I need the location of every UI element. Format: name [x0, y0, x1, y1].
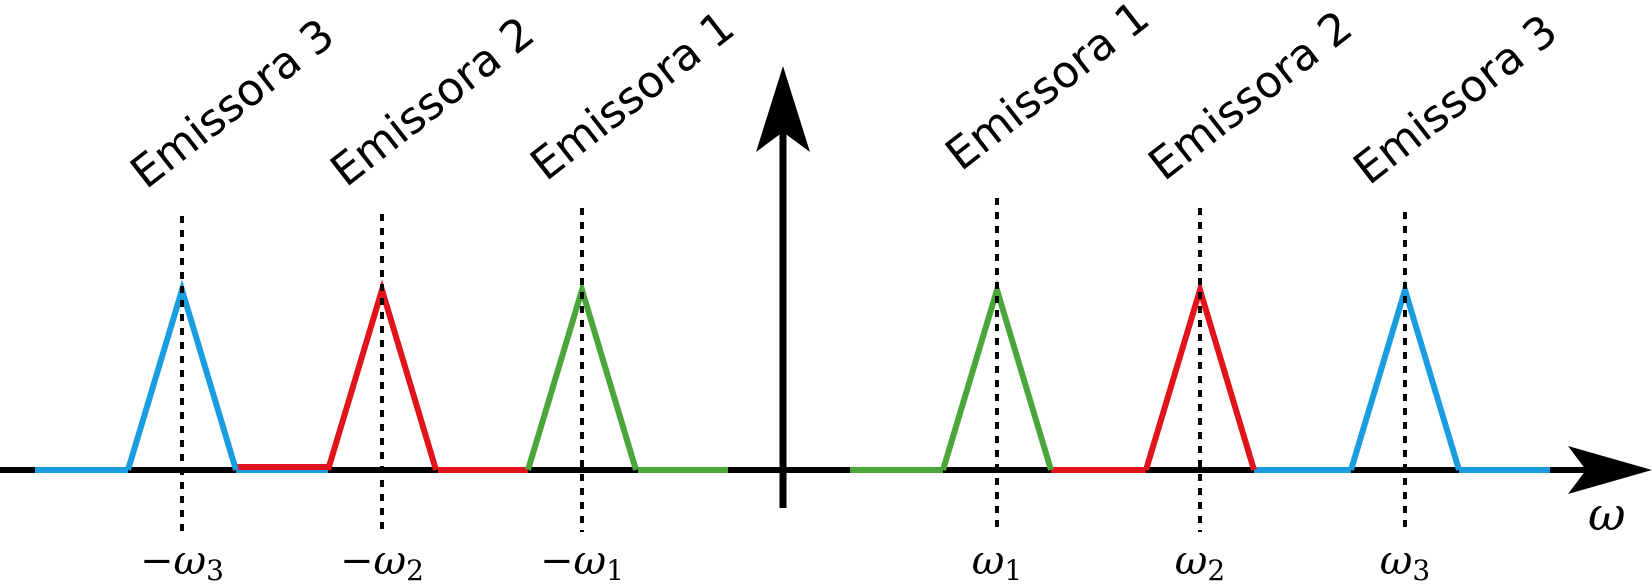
- frequency-label-neg3: −ω3: [140, 538, 224, 584]
- spectrum-band-neg1: [525, 279, 639, 471]
- spectrum-band-pos2: [1143, 279, 1257, 471]
- frequency-label-neg2: −ω2: [340, 538, 424, 584]
- spectrum-band-pos1: [940, 279, 1054, 471]
- frequency-label-pos1: ω1: [972, 538, 1022, 584]
- spectrum-bands: [125, 279, 1462, 471]
- amplitude-axis-arrowhead: [756, 66, 810, 152]
- frequency-axis-arrowhead: [1568, 446, 1652, 494]
- emitter-label-pos1: Emissora 1: [936, 0, 1159, 181]
- frequency-axis-label: ω: [1588, 487, 1626, 541]
- frequency-labels: −ω3 −ω2 −ω1 ω1 ω2 ω3: [140, 538, 1430, 584]
- frequency-label-neg1: −ω1: [540, 538, 624, 584]
- emitter-label-pos3: Emissora 3: [1344, 5, 1567, 195]
- frequency-label-pos3: ω3: [1380, 538, 1430, 584]
- emitter-label-neg2: Emissora 2: [321, 7, 544, 197]
- frequency-label-pos2: ω2: [1175, 538, 1225, 584]
- emitter-label-pos2: Emissora 2: [1139, 1, 1362, 191]
- baseline-segments: [35, 464, 1550, 473]
- carrier-lines: [180, 198, 1407, 532]
- emitter-label-neg3: Emissora 3: [121, 9, 344, 199]
- spectrum-band-pos3: [1348, 279, 1462, 471]
- emitter-label-neg1: Emissora 1: [521, 1, 744, 191]
